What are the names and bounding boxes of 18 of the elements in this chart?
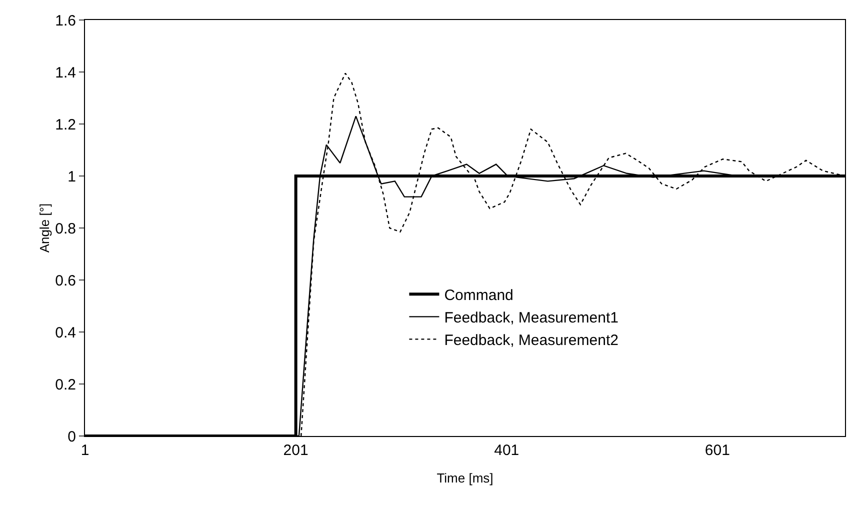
x-axis-title: Time [ms] — [436, 470, 494, 486]
legend-label: Feedback, Measurement1 — [444, 310, 618, 327]
y-tick-label: 0 — [68, 428, 76, 446]
legend-label: Feedback, Measurement2 — [444, 332, 618, 350]
y-tick-label: 1.2 — [55, 116, 76, 134]
y-tick-label: 0.4 — [55, 324, 76, 342]
y-axis-title: Angle [°] — [37, 203, 52, 253]
y-tick-label: 1.6 — [55, 12, 76, 30]
y-tick-label: 1.4 — [55, 64, 76, 82]
x-tick-label: 601 — [704, 442, 730, 459]
y-tick-label: 0.2 — [55, 376, 76, 394]
y-tick-label: 1 — [68, 168, 76, 186]
x-tick-label: 401 — [494, 442, 520, 459]
legend-label: Command — [444, 287, 514, 304]
y-tick-label: 0.6 — [55, 272, 76, 290]
x-tick-label: 201 — [283, 442, 308, 459]
y-tick-label: 0.8 — [55, 220, 76, 238]
x-tick-label: 1 — [80, 442, 90, 459]
